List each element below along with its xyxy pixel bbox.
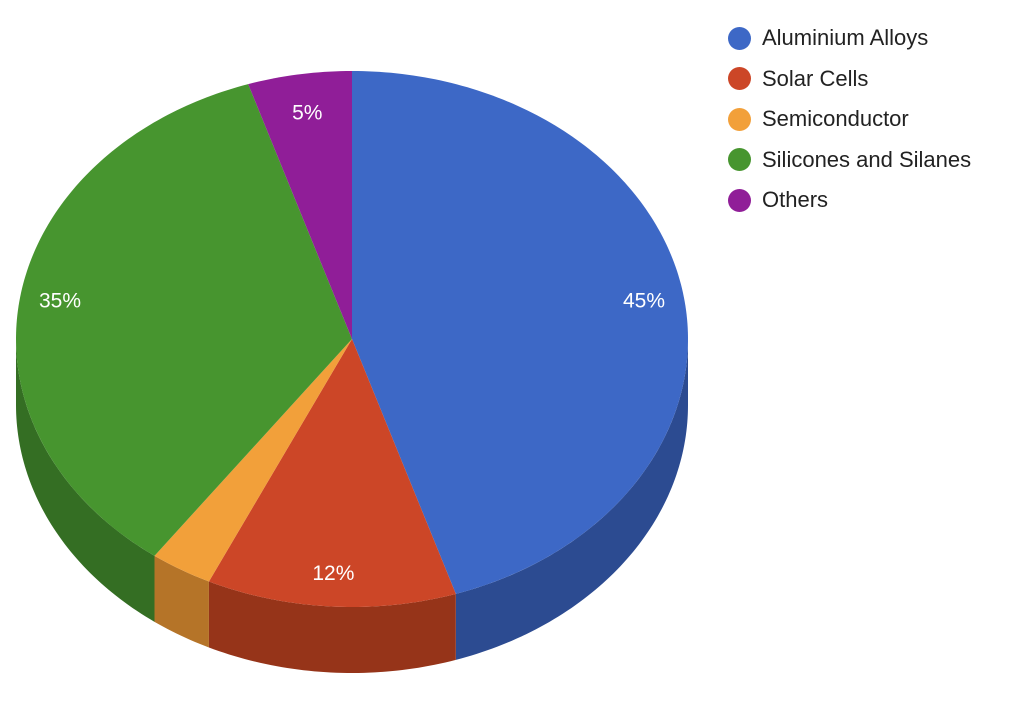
data-label-aluminium-alloys: 45%: [623, 290, 665, 313]
legend-swatch: [728, 26, 751, 50]
slice-semiconductor[interactable]: [154, 339, 353, 582]
slice-others[interactable]: [248, 71, 352, 339]
legend-swatch: [728, 107, 751, 131]
slice-side-semiconductor: [154, 555, 209, 648]
legend-item-solar-cells[interactable]: Solar Cells: [728, 59, 971, 100]
slice-solar-cells[interactable]: [208, 339, 456, 607]
slice-aluminium-alloys[interactable]: [352, 71, 688, 594]
legend-item-others[interactable]: Others: [728, 180, 971, 221]
pie-top-layer: [16, 71, 688, 607]
legend-label: Aluminium Alloys: [762, 25, 929, 51]
legend-label: Others: [762, 187, 829, 213]
legend-item-semiconductor[interactable]: Semiconductor: [728, 99, 971, 140]
pie-side-layer: [16, 339, 688, 673]
slice-side-aluminium-alloys: [455, 339, 688, 660]
legend-item-aluminium-alloys[interactable]: Aluminium Alloys: [728, 18, 971, 59]
data-label-others: 5%: [292, 102, 322, 125]
legend-swatch: [728, 188, 751, 212]
legend-label: Silicones and Silanes: [762, 146, 972, 172]
legend: Aluminium Alloys Solar Cells Semiconduct…: [728, 18, 971, 221]
data-label-silicones-and-silanes: 35%: [39, 290, 81, 313]
legend-item-silicones-and-silanes[interactable]: Silicones and Silanes: [728, 140, 971, 181]
slice-side-solar-cells: [208, 581, 456, 673]
slice-silicones-and-silanes[interactable]: [16, 84, 352, 556]
pie-label-layer: 45% 12% 35% 5%: [39, 102, 665, 585]
legend-swatch: [728, 67, 751, 91]
slice-side-silicones-and-silanes: [16, 339, 155, 622]
legend-swatch: [728, 148, 751, 172]
legend-label: Solar Cells: [762, 65, 869, 91]
legend-label: Semiconductor: [762, 106, 909, 132]
data-label-solar-cells: 12%: [312, 562, 354, 585]
